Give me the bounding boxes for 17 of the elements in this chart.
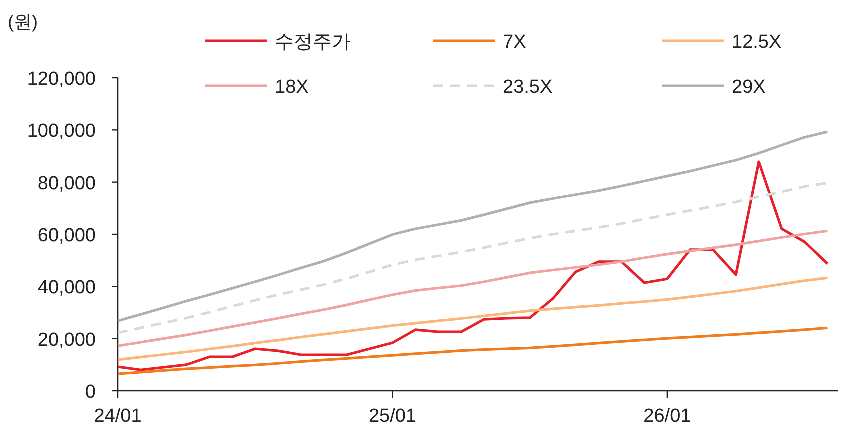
x-tick-label: 26/01	[644, 406, 692, 427]
legend-label: 7X	[503, 32, 527, 53]
legend-label: 23.5X	[503, 77, 553, 98]
y-axis-title: (원)	[8, 12, 38, 32]
y-tick-label: 100,000	[27, 121, 96, 142]
y-tick-label: 120,000	[27, 69, 96, 90]
y-tick-label: 60,000	[38, 226, 96, 246]
x-tick-label: 25/01	[368, 406, 416, 427]
y-tick-label: 20,000	[38, 330, 96, 351]
y-tick-label: 80,000	[38, 173, 96, 194]
legend-label: 18X	[275, 77, 310, 98]
x-tick-label: 24/01	[94, 406, 142, 427]
y-tick-label: 0	[85, 382, 96, 403]
y-tick-label: 40,000	[38, 278, 96, 299]
legend-label: 29X	[732, 77, 766, 98]
legend-label: 수정주가	[275, 32, 351, 53]
legend-label: 12.5X	[732, 32, 782, 53]
